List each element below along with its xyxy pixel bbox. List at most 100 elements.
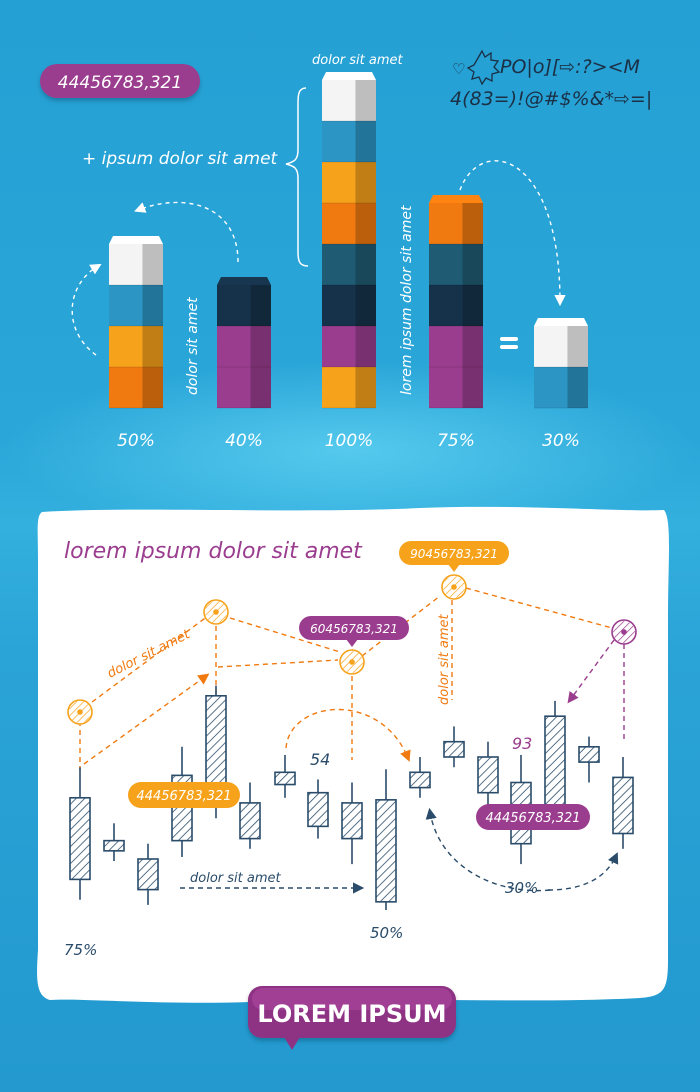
- connector-line: [229, 617, 341, 653]
- cube-block: [322, 285, 376, 327]
- cube-label-1: 50%: [117, 431, 155, 451]
- cube-block: [534, 367, 588, 409]
- note-top: dolor sit amet: [312, 53, 403, 68]
- cube-label-5: 30%: [542, 431, 580, 451]
- badge-orange: 44456783,321: [128, 782, 240, 808]
- candle: [612, 757, 634, 849]
- annotation-dolor-vertical: dolor sit amet: [437, 614, 452, 705]
- cube-block: [429, 285, 483, 327]
- cube-block: [217, 367, 271, 409]
- cube-block: [109, 285, 163, 327]
- top-badge: 44456783,321: [40, 64, 200, 98]
- note-vertical-1: dolor sit amet: [185, 297, 201, 395]
- note-vertical-2: lorem ipsum dolor sit amet: [399, 205, 415, 395]
- candlestick-series: [69, 685, 634, 910]
- cube-block: [322, 326, 376, 368]
- candle-chart-title: lorem ipsum dolor sit amet: [64, 539, 363, 564]
- cube-label-3: 100%: [325, 431, 374, 451]
- cube-block: [534, 318, 588, 368]
- candle: [578, 736, 600, 783]
- candle: [307, 779, 329, 839]
- cube-label-4: 75%: [437, 431, 475, 451]
- candle: [375, 769, 397, 910]
- arrow-loop-left-bottom: [71, 263, 102, 356]
- chart-markers: 60456783,321 90456783,321: [67, 541, 637, 725]
- svg-text:♡: ♡: [452, 60, 465, 78]
- cube-block: [322, 203, 376, 245]
- candle: [137, 843, 159, 905]
- arrow-loop-left: [134, 201, 239, 263]
- annotation-75-percent: 75%: [64, 941, 97, 959]
- equals-sign: [500, 337, 518, 349]
- cube-stack-5: [534, 318, 588, 409]
- cube-block: [322, 72, 376, 122]
- annotation-93: 93: [512, 734, 532, 753]
- cube-block: [429, 326, 483, 368]
- cube-block: [217, 326, 271, 368]
- connector-line: [83, 673, 210, 765]
- symbol-scribble: ♡ PO|o][⇨:?><M 4(83=)!@#$%&*⇨=|: [450, 49, 652, 110]
- cube-block: [217, 277, 271, 327]
- lorem-ipsum-button[interactable]: LOREM IPSUM: [248, 986, 456, 1050]
- marker-label-text: 90456783,321: [410, 547, 498, 561]
- candle: [544, 700, 566, 819]
- connector-lines: [79, 587, 625, 894]
- annotation-50-percent: 50%: [370, 924, 403, 942]
- badge-purple-text: 44456783,321: [485, 811, 580, 826]
- cube-block: [322, 121, 376, 163]
- cube-stack-1: [109, 236, 163, 409]
- connector-line: [465, 587, 613, 629]
- brace-decoration: [285, 87, 309, 267]
- cube-block: [429, 195, 483, 245]
- symbols-line-1: PO|o][⇨:?><M: [500, 56, 640, 78]
- chart-panel: [37, 506, 670, 1003]
- connector-line: [285, 708, 411, 762]
- chart-marker: 60456783,321: [299, 616, 409, 675]
- lorem-ipsum-button-label: LOREM IPSUM: [257, 1000, 446, 1028]
- cube-block: [109, 326, 163, 368]
- candle: [409, 757, 431, 798]
- annotation-54: 54: [310, 750, 330, 769]
- note-plus: + ipsum dolor sit amet: [82, 149, 279, 169]
- cube-block: [322, 162, 376, 204]
- badge-purple: 44456783,321: [476, 804, 590, 830]
- cube-block: [429, 244, 483, 286]
- marker-label: 90456783,321: [399, 541, 509, 572]
- candle: [69, 767, 91, 900]
- badge-orange-text: 44456783,321: [136, 789, 231, 804]
- scribble-star-icon: [466, 49, 501, 86]
- cube-block: [109, 236, 163, 286]
- candle: [443, 726, 465, 768]
- cube-stack-3: [322, 72, 376, 409]
- annotation-30-percent: 30%: [505, 879, 538, 897]
- symbols-line-2: 4(83=)!@#$%&*⇨=|: [450, 88, 652, 110]
- marker-label-text: 60456783,321: [310, 622, 398, 636]
- cube-stack-4: [429, 195, 483, 409]
- candle: [239, 782, 261, 849]
- annotation-dolor-bottom: dolor sit amet: [190, 871, 281, 886]
- top-badge-text: 44456783,321: [58, 73, 182, 93]
- cube-block: [429, 367, 483, 409]
- candle: [274, 754, 296, 798]
- connector-line: [217, 659, 339, 668]
- cube-block: [322, 244, 376, 286]
- candle: [103, 823, 125, 862]
- chart-marker: 90456783,321: [399, 541, 509, 600]
- chart-marker: [203, 599, 229, 625]
- chart-marker: [611, 619, 637, 645]
- candle: [477, 741, 499, 808]
- candle: [341, 782, 363, 865]
- connector-line: [425, 807, 551, 892]
- marker-label: 60456783,321: [299, 616, 409, 647]
- cube-chart: [109, 72, 588, 409]
- chart-marker: [67, 699, 93, 725]
- cube-block: [109, 367, 163, 409]
- cube-label-2: 40%: [225, 431, 263, 451]
- cube-block: [322, 367, 376, 409]
- cube-chart-labels: 50% 40% 100% 75% 30%: [117, 431, 580, 451]
- connector-line: [567, 639, 615, 704]
- cube-stack-2: [217, 277, 271, 409]
- connector-line: [91, 615, 209, 703]
